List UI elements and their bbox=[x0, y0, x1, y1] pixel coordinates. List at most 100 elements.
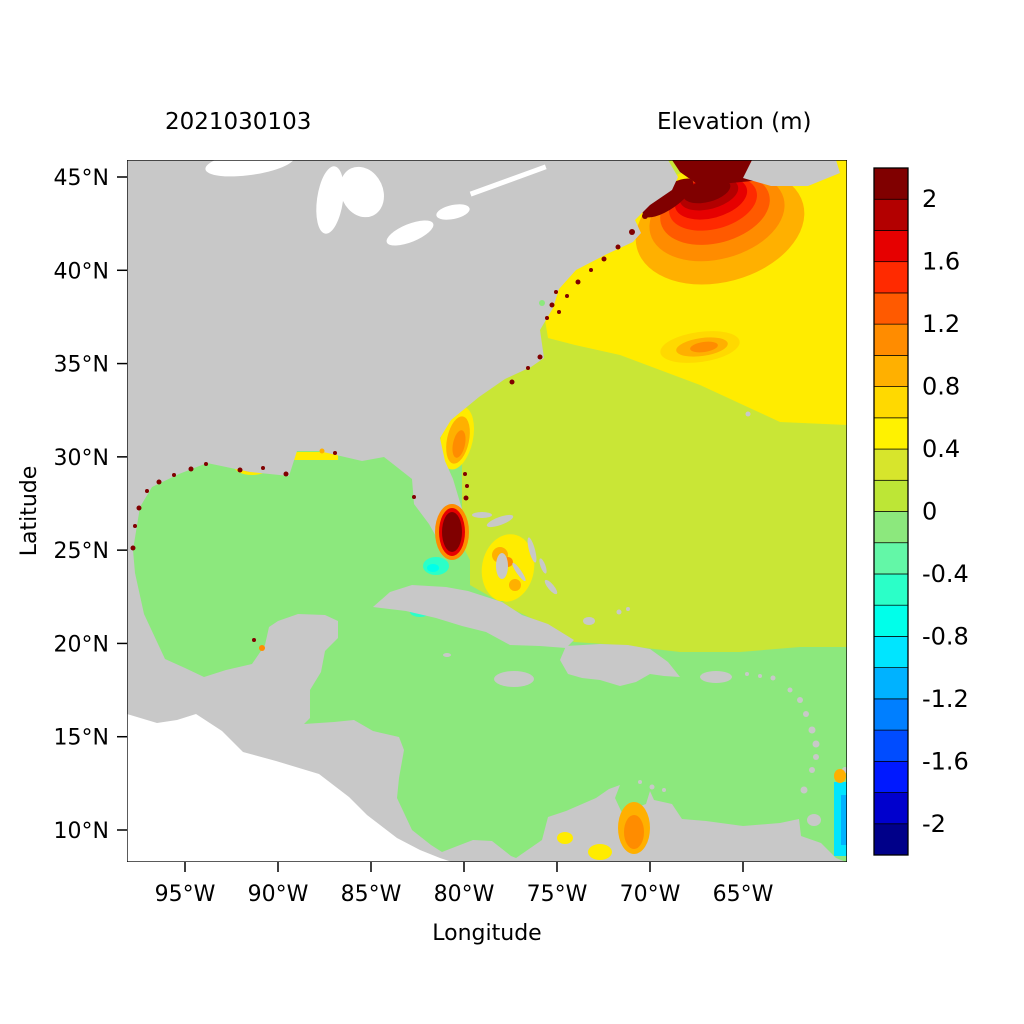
x-tick-label: 95°W bbox=[155, 882, 216, 907]
island-hispaniola bbox=[560, 644, 680, 686]
island-martinique bbox=[808, 726, 816, 734]
se-florida-maximum bbox=[435, 504, 469, 560]
island-bonaire bbox=[662, 788, 666, 792]
se-florida-maroon bbox=[442, 512, 462, 552]
colorbar-tick-label: 1.2 bbox=[922, 310, 960, 338]
coastal-speckles bbox=[130, 213, 648, 651]
colorbar-tick-labels: 2 1.6 1.2 0.8 0.4 0 -0.4 -0.8 -1.2 -1.6 -2 bbox=[922, 185, 969, 838]
timestamp-title: 2021030103 bbox=[165, 109, 311, 135]
great-lakes bbox=[205, 160, 547, 525]
x-tick-label: 80°W bbox=[434, 882, 495, 907]
island-andros bbox=[496, 553, 508, 579]
land-nova-scotia bbox=[743, 160, 840, 186]
colorbar-segment bbox=[873, 417, 909, 450]
colorbar-segment bbox=[873, 542, 909, 575]
y-tick-label: 40°N bbox=[54, 259, 109, 284]
speck bbox=[557, 310, 561, 314]
colorbar-tick-label: 2 bbox=[922, 185, 937, 213]
gulf-of-maine-hotspot bbox=[635, 160, 805, 285]
speck bbox=[156, 479, 162, 485]
speck bbox=[237, 467, 243, 473]
colorbar-tick-label: -0.8 bbox=[922, 622, 969, 650]
mid-atlantic-orange-patch bbox=[660, 331, 740, 363]
speck bbox=[463, 472, 467, 476]
speck bbox=[545, 316, 549, 320]
colorbar-tick-label: -1.6 bbox=[922, 747, 969, 775]
colorbar-segment bbox=[873, 792, 909, 825]
x-axis-title: Longitude bbox=[432, 921, 541, 946]
island-caicos bbox=[626, 607, 630, 611]
island-turks bbox=[616, 609, 622, 615]
bahamas-orange-2 bbox=[509, 579, 521, 591]
colorbar-segment bbox=[873, 823, 909, 856]
island-puerto-rico bbox=[700, 671, 732, 683]
island-cay-sal bbox=[459, 595, 465, 601]
island-guadeloupe bbox=[797, 697, 803, 703]
island-eleuthera bbox=[527, 537, 537, 563]
hotspot-coastal-tail bbox=[642, 178, 694, 218]
speck bbox=[463, 495, 469, 501]
island-st-lucia bbox=[812, 740, 820, 748]
colorbar-segment bbox=[873, 323, 909, 356]
lake-huron bbox=[340, 166, 384, 218]
colorbar-title: Elevation (m) bbox=[657, 109, 812, 135]
edge-orange bbox=[834, 769, 846, 783]
colorbar-segment bbox=[873, 230, 909, 263]
x-tick-label: 90°W bbox=[248, 882, 309, 907]
island-grand-bahama bbox=[472, 512, 492, 518]
island-abaco bbox=[486, 514, 514, 528]
speck bbox=[554, 290, 558, 294]
y-tick-label: 30°N bbox=[54, 446, 109, 471]
colorbar-tick-label: 0.8 bbox=[922, 373, 960, 401]
speck bbox=[465, 484, 469, 488]
speck bbox=[549, 302, 555, 308]
island-virgin bbox=[745, 672, 749, 676]
y-tick-label: 25°N bbox=[54, 539, 109, 564]
island-cayman bbox=[443, 653, 451, 657]
speck bbox=[601, 256, 607, 262]
maracaibo-deeporange bbox=[624, 815, 644, 849]
speck bbox=[589, 268, 593, 272]
colorbar-segment bbox=[873, 261, 909, 294]
colorbar-tick-label: -0.4 bbox=[922, 560, 969, 588]
speck bbox=[133, 524, 137, 528]
y-tick-label: 10°N bbox=[54, 819, 109, 844]
patch-deeporange bbox=[690, 341, 718, 353]
speck bbox=[261, 466, 265, 470]
speck bbox=[615, 244, 621, 250]
island-dominica bbox=[803, 711, 809, 717]
x-tick-label: 85°W bbox=[341, 882, 402, 907]
speck bbox=[145, 489, 149, 493]
colorbar-segment bbox=[873, 604, 909, 637]
colorbar-segment bbox=[873, 760, 909, 793]
island-jamaica bbox=[494, 671, 534, 687]
island-bermuda bbox=[745, 411, 751, 417]
campeche-orange-speck bbox=[259, 645, 265, 651]
speck bbox=[642, 213, 648, 219]
speck bbox=[526, 366, 530, 370]
speck bbox=[412, 495, 416, 499]
island-antigua bbox=[787, 687, 793, 693]
island-aruba bbox=[638, 780, 642, 784]
island-grenadines bbox=[809, 767, 815, 773]
island-st-vincent bbox=[813, 754, 819, 760]
speck bbox=[130, 545, 136, 551]
island-grenada bbox=[800, 786, 808, 794]
venezuela-coast-yellow bbox=[588, 844, 612, 860]
bay-green-speck bbox=[539, 300, 545, 306]
colorbar-frame bbox=[873, 167, 909, 856]
colorbar-segment bbox=[873, 448, 909, 481]
speck bbox=[136, 505, 142, 511]
colorbar-segment bbox=[873, 292, 909, 325]
y-axis-ticks: 45°N 40°N 35°N 30°N 25°N 20°N 15°N 10°N bbox=[54, 166, 127, 844]
x-tick-label: 70°W bbox=[620, 882, 681, 907]
speck bbox=[565, 294, 569, 298]
lake-erie bbox=[386, 220, 434, 246]
colorbar-tick-label: -1.2 bbox=[922, 685, 969, 713]
maracaibo-patch bbox=[557, 802, 650, 860]
land-americas bbox=[127, 160, 846, 862]
colorbar-segment bbox=[873, 636, 909, 668]
island-st-kitts bbox=[770, 675, 776, 681]
lake-superior bbox=[205, 160, 295, 177]
